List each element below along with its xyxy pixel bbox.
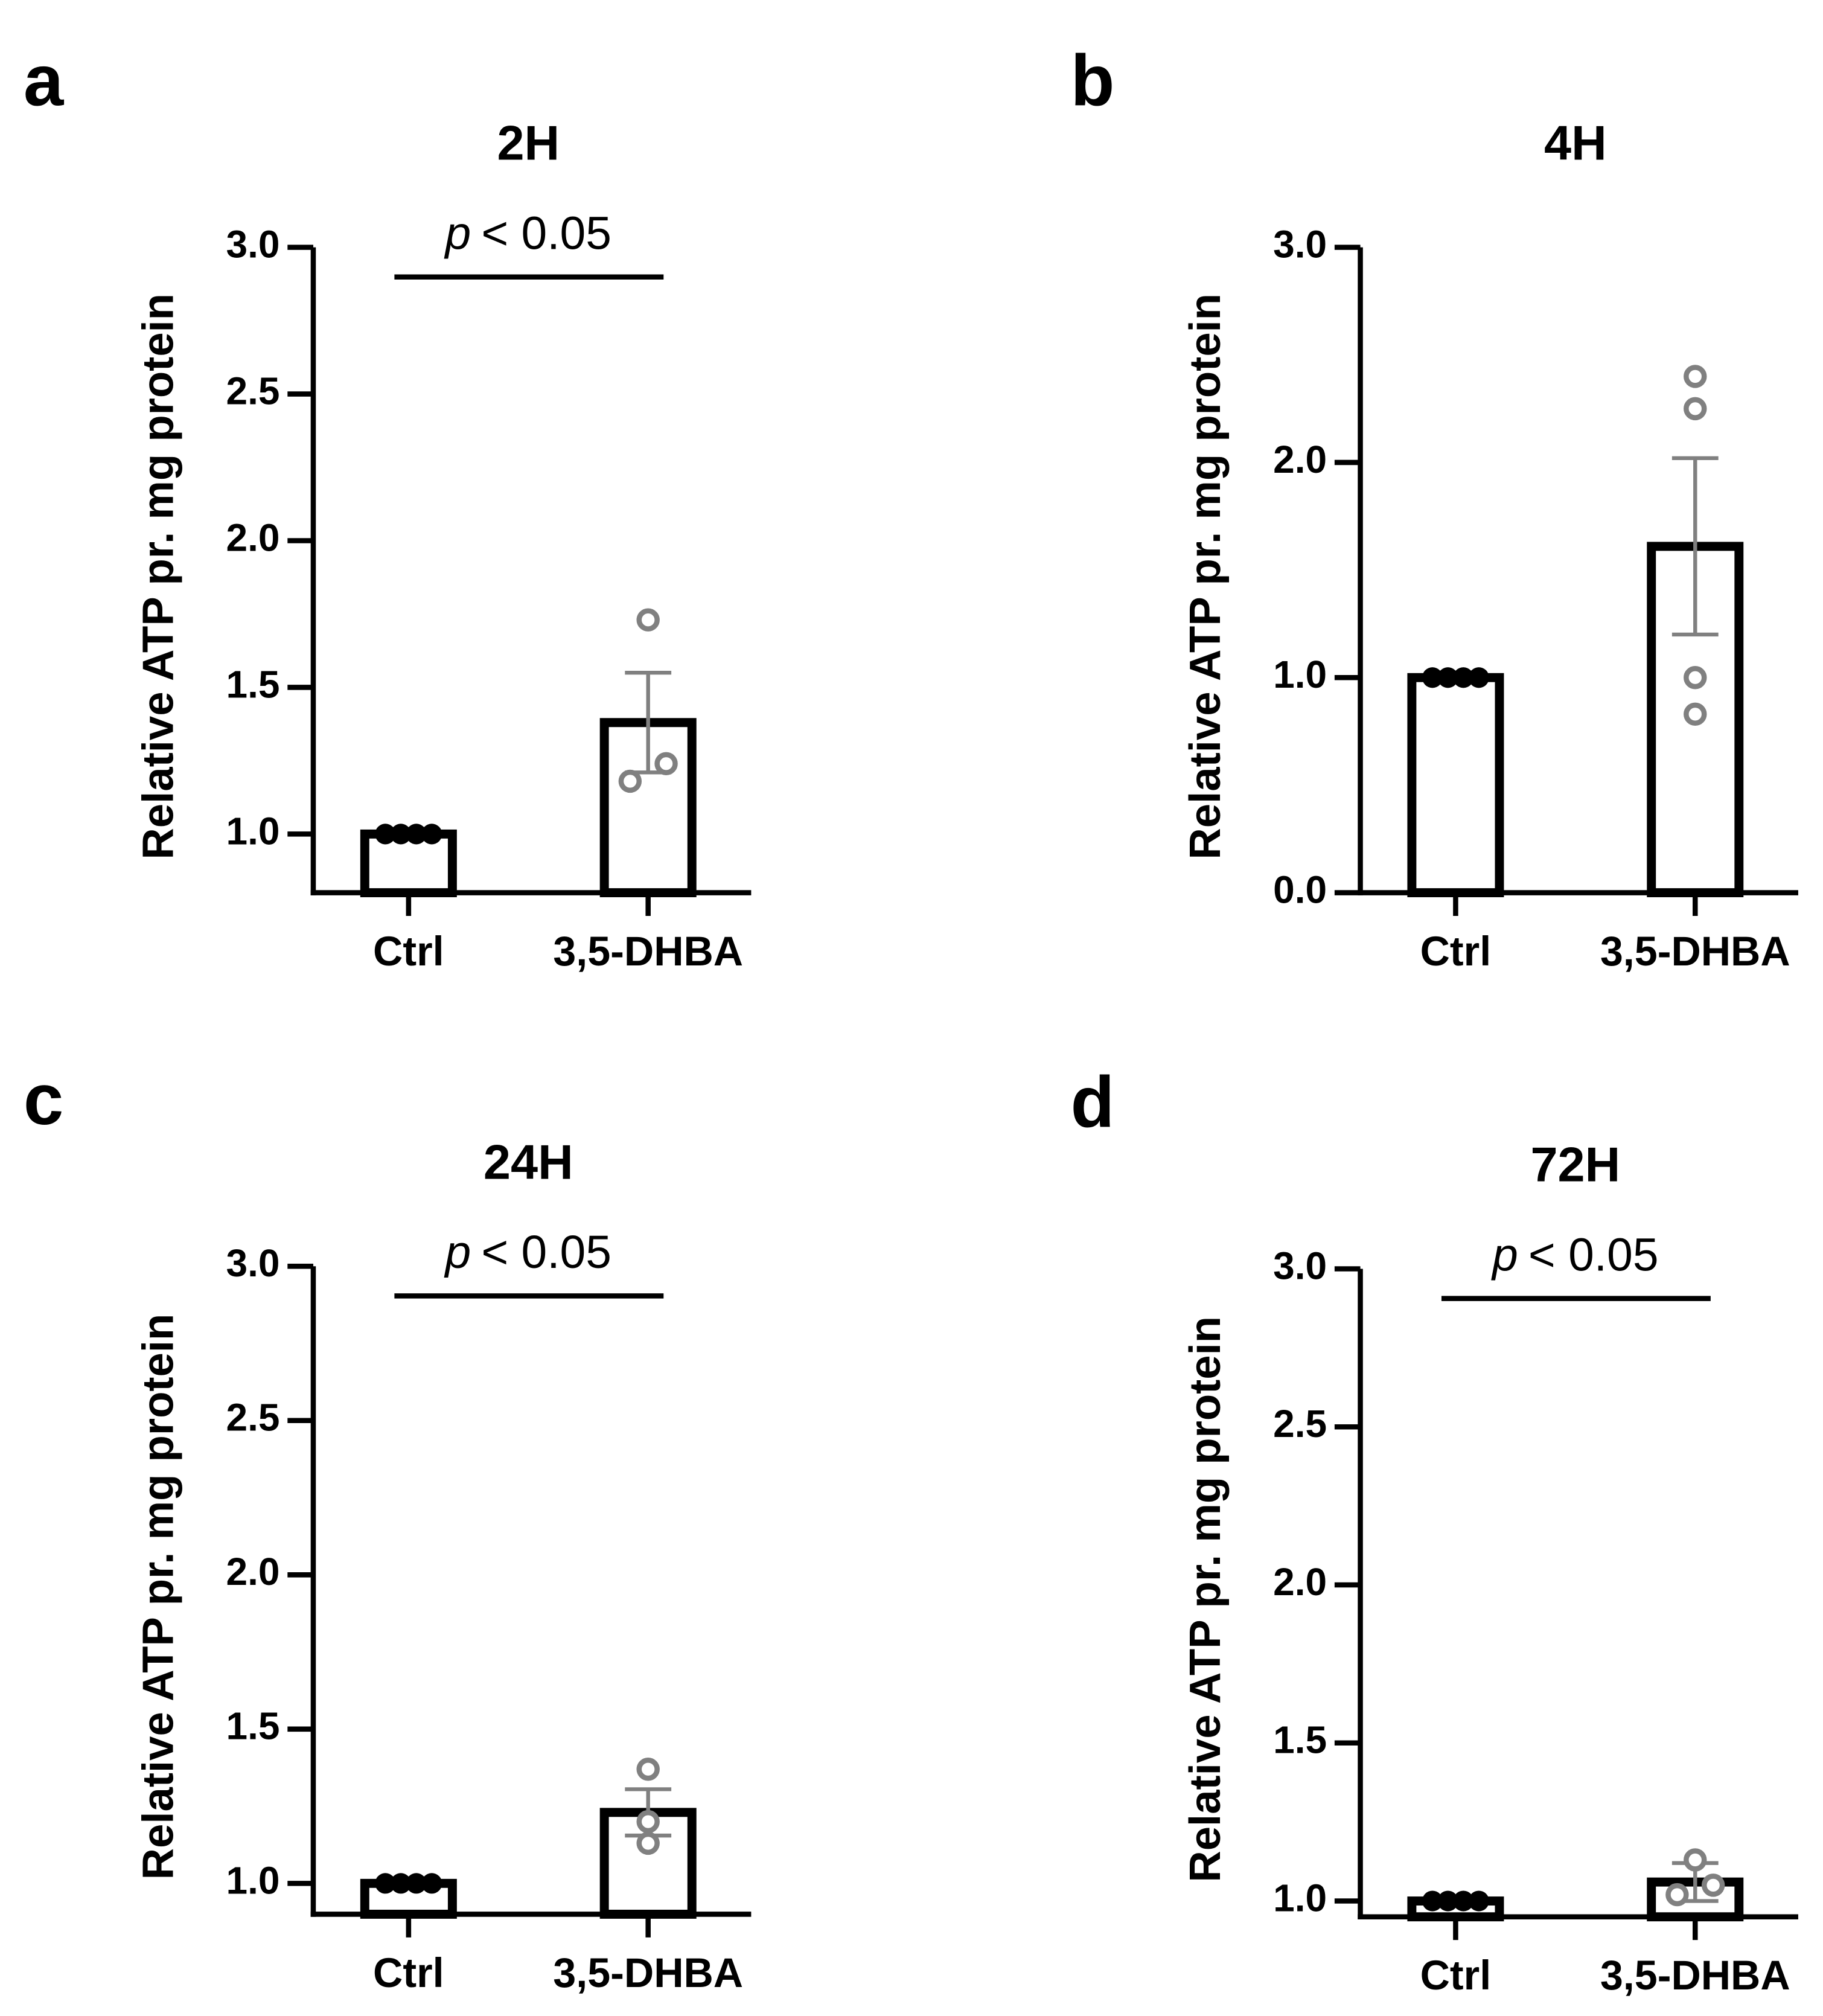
y-tick-label: 1.5 — [226, 662, 280, 706]
data-point — [1684, 702, 1707, 726]
x-tick-label: 3,5-DHBA — [553, 929, 743, 974]
data-point — [375, 1873, 396, 1894]
significance-label: p < 0.05 — [444, 1226, 611, 1278]
data-point — [1665, 1883, 1689, 1907]
data-point — [1468, 1890, 1489, 1912]
y-tick-label: 2.5 — [226, 369, 280, 412]
panel-label: c — [24, 1060, 63, 1140]
panel: b 4H Relative ATP pr. mg protein 0.0 1.0 2.0 3… — [1070, 41, 1798, 974]
y-axis-label: Relative ATP pr. mg protein — [133, 1314, 182, 1880]
y-tick-label: 1.5 — [1273, 1718, 1327, 1762]
data-point — [636, 608, 660, 632]
y-tick-label: 1.0 — [226, 809, 280, 853]
panel: c 24H Relative ATP pr. mg protein 1.0 1.5 2.0… — [24, 1060, 752, 1996]
significance-p: p — [444, 1226, 471, 1278]
x-tick-label: Ctrl — [1420, 1953, 1492, 1998]
panel-label: b — [1070, 41, 1114, 121]
data-point — [421, 824, 442, 845]
panel-label: d — [1070, 1062, 1114, 1142]
y-tick-label: 2.0 — [226, 1550, 280, 1593]
chart-title: 4H — [1544, 117, 1607, 171]
data-point — [1437, 667, 1458, 688]
data-point — [618, 769, 642, 793]
y-tick-label: 3.0 — [1273, 223, 1327, 266]
data-point — [636, 1758, 660, 1781]
data-point — [1701, 1874, 1725, 1897]
data-point — [406, 824, 427, 845]
data-point — [654, 752, 678, 775]
x-tick-label: 3,5-DHBA — [553, 1950, 743, 1996]
x-tick-label: 3,5-DHBA — [1600, 1953, 1790, 1998]
data-point — [1684, 666, 1707, 690]
y-axis-label: Relative ATP pr. mg protein — [133, 293, 182, 860]
data-point — [1468, 667, 1489, 688]
y-tick-label: 3.0 — [1273, 1244, 1327, 1287]
y-tick-label: 2.5 — [226, 1396, 280, 1439]
panel: d 72H Relative ATP pr. mg protein 1.0 1.5 2.0… — [1070, 1062, 1798, 1998]
y-tick-label: 0.0 — [1273, 868, 1327, 911]
data-point — [375, 824, 396, 845]
chart-title: 24H — [484, 1135, 573, 1189]
data-point — [636, 1810, 660, 1834]
y-axis-label: Relative ATP pr. mg protein — [1181, 293, 1230, 860]
bar — [1407, 673, 1504, 898]
data-point — [1422, 1890, 1443, 1912]
data-point — [1684, 1848, 1707, 1872]
x-tick-label: Ctrl — [373, 929, 444, 974]
y-tick-label: 3.0 — [226, 1241, 280, 1285]
chart-title: 2H — [497, 117, 560, 171]
data-point — [1684, 365, 1707, 388]
y-axis-label: Relative ATP pr. mg protein — [1181, 1316, 1230, 1883]
significance-label: p < 0.05 — [1491, 1229, 1658, 1281]
y-tick-label: 2.5 — [1273, 1402, 1327, 1445]
significance-p: p — [444, 208, 471, 260]
significance-label: p < 0.05 — [444, 208, 611, 260]
y-tick-label: 1.0 — [226, 1858, 280, 1902]
y-tick-label: 2.0 — [1273, 438, 1327, 481]
bar — [360, 829, 457, 898]
panel-label: a — [24, 41, 65, 121]
data-point — [1453, 1890, 1474, 1912]
y-tick-label: 2.0 — [1273, 1560, 1327, 1604]
significance-p: p — [1491, 1229, 1518, 1281]
chart-title: 72H — [1530, 1138, 1620, 1192]
data-point — [390, 824, 412, 845]
data-point — [1684, 397, 1707, 421]
y-tick-label: 3.0 — [226, 223, 280, 266]
y-tick-label: 2.0 — [226, 516, 280, 559]
data-point — [421, 1873, 442, 1894]
x-tick-label: Ctrl — [373, 1950, 444, 1996]
y-tick-label: 1.0 — [1273, 653, 1327, 696]
bar — [599, 718, 697, 898]
data-point — [1422, 667, 1443, 688]
data-point — [1437, 1890, 1458, 1912]
significance-text: < 0.05 — [1528, 1229, 1659, 1281]
significance-text: < 0.05 — [481, 1226, 611, 1278]
panel: a 2H Relative ATP pr. mg protein 1.0 1.5 2.0 2… — [24, 41, 752, 974]
data-point — [390, 1873, 412, 1894]
y-tick-label: 1.0 — [1273, 1876, 1327, 1919]
x-tick-label: Ctrl — [1420, 929, 1492, 974]
y-tick-label: 1.5 — [226, 1704, 280, 1748]
data-point — [406, 1873, 427, 1894]
significance-text: < 0.05 — [481, 208, 611, 260]
data-point — [1453, 667, 1474, 688]
x-tick-label: 3,5-DHBA — [1600, 929, 1790, 974]
data-point — [636, 1831, 660, 1855]
